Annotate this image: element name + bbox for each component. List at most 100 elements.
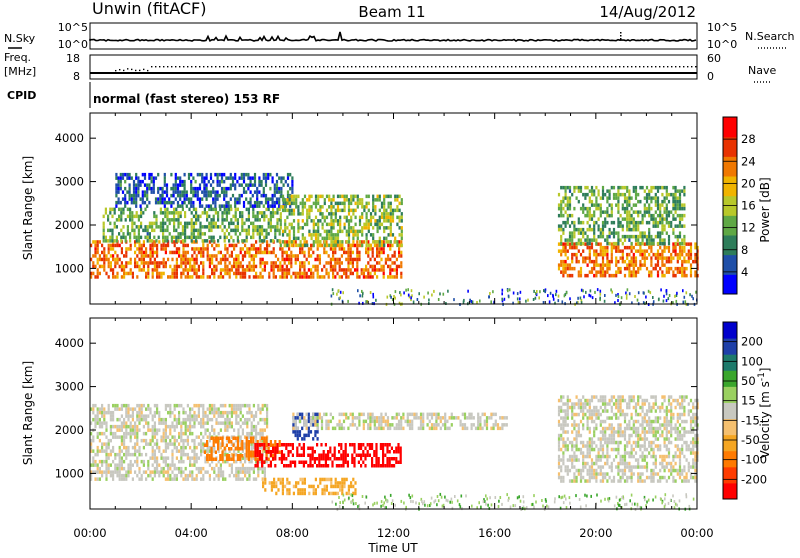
- range-gate-cell: [303, 254, 305, 258]
- range-gate-cell: [173, 187, 175, 191]
- range-gate-cell: [110, 470, 112, 474]
- range-gate-cell: [408, 294, 410, 297]
- range-gate-cell: [273, 251, 275, 255]
- range-gate-cell: [390, 219, 392, 223]
- range-gate-cell: [130, 247, 132, 251]
- range-gate-cell: [123, 460, 125, 464]
- range-gate-cell: [292, 447, 294, 451]
- range-gate-cell: [593, 249, 595, 253]
- range-gate-cell: [226, 218, 228, 222]
- range-gate-cell: [633, 253, 635, 257]
- range-gate-cell: [358, 454, 360, 458]
- range-gate-cell: [631, 246, 633, 250]
- range-gate-cell: [335, 209, 337, 213]
- range-gate-cell: [112, 272, 114, 276]
- range-gate-cell: [209, 432, 211, 436]
- range-gate-cell: [565, 186, 567, 190]
- range-gate-cell: [279, 247, 281, 251]
- range-gate-cell: [635, 186, 637, 190]
- range-gate-cell: [403, 291, 405, 294]
- range-gate-cell: [131, 211, 133, 215]
- range-gate-cell: [385, 261, 387, 265]
- range-gate-cell: [385, 240, 387, 244]
- range-gate-cell: [182, 247, 184, 251]
- range-gate-cell: [191, 258, 193, 262]
- range-gate-cell: [211, 425, 213, 429]
- range-gate-cell: [178, 432, 180, 436]
- range-gate-cell: [132, 414, 134, 418]
- range-gate-cell: [103, 442, 105, 446]
- range-gate-cell: [108, 247, 110, 251]
- range-gate-cell: [644, 260, 646, 264]
- range-gate-cell: [235, 265, 237, 269]
- range-gate-cell: [276, 190, 278, 194]
- range-gate-cell: [293, 198, 295, 202]
- range-gate-cell: [248, 218, 250, 222]
- range-gate-cell: [220, 404, 222, 408]
- range-gate-cell: [189, 258, 191, 262]
- range-gate-cell: [217, 194, 219, 198]
- range-gate-cell: [146, 194, 148, 198]
- range-gate-cell: [213, 215, 215, 219]
- range-gate-cell: [663, 295, 665, 298]
- range-gate-cell: [97, 268, 99, 272]
- range-gate-cell: [295, 195, 297, 199]
- range-gate-cell: [197, 218, 199, 222]
- range-gate-cell: [387, 258, 389, 262]
- range-gate-cell: [160, 456, 162, 460]
- range-gate-cell: [265, 183, 267, 187]
- range-gate-cell: [576, 253, 578, 257]
- range-gate-cell: [169, 218, 171, 222]
- range-gate-cell: [122, 236, 124, 240]
- range-gate-cell: [240, 407, 242, 411]
- range-gate-cell: [635, 221, 637, 225]
- range-gate-cell: [118, 197, 120, 201]
- range-gate-cell: [489, 292, 491, 295]
- range-gate-cell: [387, 296, 389, 299]
- range-gate-cell: [330, 244, 332, 248]
- range-gate-cell: [394, 297, 396, 300]
- range-gate-cell: [176, 456, 178, 460]
- range-gate-cell: [364, 457, 366, 461]
- range-gate-cell: [602, 267, 604, 271]
- nave-dot: [207, 66, 208, 67]
- range-gate-cell: [611, 253, 613, 257]
- range-gate-cell: [199, 201, 201, 205]
- range-gate-cell: [160, 222, 162, 226]
- range-gate-cell: [210, 222, 212, 226]
- range-gate-cell: [637, 210, 639, 214]
- range-gate-cell: [279, 261, 281, 265]
- range-gate-cell: [642, 235, 644, 239]
- range-gate-cell: [174, 428, 176, 432]
- range-gate-cell: [156, 272, 158, 276]
- range-gate-cell: [147, 268, 149, 272]
- range-gate-cell: [558, 263, 560, 267]
- range-gate-cell: [164, 173, 166, 177]
- nave-dot: [123, 70, 124, 71]
- range-gate-cell: [626, 294, 628, 297]
- range-gate-cell: [372, 198, 374, 202]
- range-gate-cell: [339, 223, 341, 227]
- range-gate-cell: [138, 428, 140, 432]
- range-gate-cell: [221, 451, 223, 455]
- range-gate-cell: [225, 201, 227, 205]
- range-gate-cell: [637, 270, 639, 274]
- range-gate-cell: [239, 232, 241, 236]
- range-gate-cell: [219, 180, 221, 184]
- range-gate-cell: [151, 187, 153, 191]
- range-gate-cell: [565, 263, 567, 267]
- range-gate-cell: [361, 244, 363, 248]
- range-gate-cell: [140, 215, 142, 219]
- range-gate-cell: [270, 215, 272, 219]
- range-gate-cell: [108, 467, 110, 471]
- range-gate-cell: [162, 236, 164, 240]
- range-gate-cell: [210, 229, 212, 233]
- range-gate-cell: [617, 224, 619, 228]
- range-gate-cell: [264, 470, 266, 474]
- range-gate-cell: [688, 242, 690, 246]
- range-gate-cell: [99, 272, 101, 276]
- range-gate-cell: [339, 195, 341, 199]
- range-gate-cell: [661, 221, 663, 225]
- range-gate-cell: [308, 275, 310, 279]
- range-gate-cell: [356, 275, 358, 279]
